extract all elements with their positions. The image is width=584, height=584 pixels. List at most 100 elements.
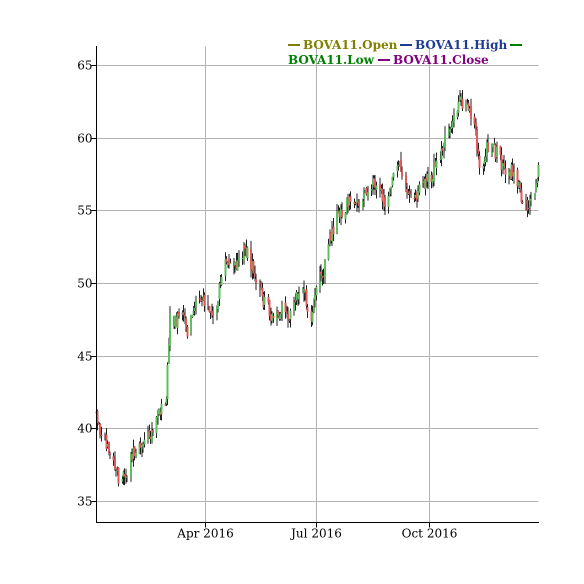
candle-48 — [176, 311, 179, 335]
candle-127 — [313, 298, 315, 314]
candle-body — [527, 208, 530, 210]
candle-252 — [527, 200, 530, 214]
candle-body — [500, 154, 503, 171]
candle-body — [397, 164, 400, 166]
candle-body — [332, 226, 335, 235]
candle-6 — [105, 427, 108, 452]
candle-251 — [526, 196, 529, 218]
candle-body — [372, 182, 374, 188]
candle-170 — [387, 191, 390, 214]
candle-164 — [375, 181, 378, 199]
candle-94 — [255, 273, 257, 291]
candle-body — [433, 162, 435, 182]
candle-5 — [104, 432, 106, 441]
candle-body — [392, 173, 395, 178]
candle-81 — [234, 261, 236, 273]
candle-181 — [406, 183, 408, 199]
candle-body — [387, 196, 390, 207]
candle-66 — [208, 305, 211, 313]
candle-body — [208, 306, 211, 313]
candle-body — [224, 259, 227, 276]
candle-body — [321, 276, 324, 279]
candle-body — [521, 201, 524, 204]
candle-44 — [169, 306, 171, 352]
candle-body — [135, 452, 137, 457]
candle-body — [430, 174, 433, 183]
candle-244 — [513, 163, 515, 184]
candle-body — [234, 262, 236, 266]
candle-254 — [530, 191, 532, 207]
candle-body — [400, 159, 402, 172]
candle-body — [225, 258, 228, 263]
candle-body — [192, 311, 195, 314]
candle-115 — [293, 296, 295, 316]
candle-178 — [400, 151, 402, 172]
y-tick-label-35: 35 — [77, 495, 92, 509]
gridlines — [96, 46, 539, 523]
candle-93 — [254, 265, 256, 282]
candle-11 — [114, 451, 116, 471]
candle-171 — [389, 187, 391, 197]
candle-250 — [525, 193, 527, 211]
x-tick-label-1: Jul 2016 — [289, 527, 342, 541]
candle-body — [526, 200, 529, 211]
candle-201 — [440, 140, 443, 167]
candle-101 — [268, 299, 271, 321]
candle-body — [123, 474, 126, 477]
candle-body — [468, 108, 471, 111]
candle-body — [152, 430, 154, 433]
candle-body — [441, 148, 444, 151]
candle-body — [391, 176, 394, 186]
legend-label-close: BOVA11.Close — [393, 53, 489, 67]
candle-body — [236, 260, 239, 271]
candle-body — [259, 280, 261, 291]
candle-219 — [470, 98, 472, 126]
candle-body — [139, 442, 142, 448]
candle-body — [130, 453, 132, 477]
candle-body — [496, 146, 498, 157]
candle-158 — [365, 186, 368, 196]
candle-133 — [322, 268, 325, 285]
candle-body — [185, 318, 187, 327]
candles — [95, 89, 540, 487]
candle-239 — [504, 160, 507, 184]
candle-body — [99, 423, 101, 436]
candle-body — [141, 445, 143, 450]
candle-body — [537, 164, 540, 177]
candle-71 — [217, 300, 219, 313]
candle-body — [157, 415, 159, 418]
candle-24 — [135, 448, 137, 459]
y-tick-label-45: 45 — [77, 350, 92, 364]
candle-117 — [295, 289, 298, 305]
candle-body — [473, 116, 476, 125]
candle-body — [174, 315, 176, 327]
candle-body — [250, 248, 252, 270]
candle-body — [414, 194, 417, 198]
candle-body — [142, 444, 144, 447]
legend-label-high: BOVA11.High — [415, 38, 507, 52]
candle-84 — [238, 250, 240, 267]
candle-122 — [304, 290, 306, 301]
candle-body — [168, 344, 170, 364]
candle-body — [324, 260, 326, 278]
candle-body — [190, 314, 192, 334]
candle-body — [279, 313, 282, 320]
candle-209 — [453, 108, 455, 128]
candle-body — [220, 276, 223, 286]
candle-body — [281, 304, 283, 314]
candle-body — [520, 189, 523, 203]
candle-body — [401, 171, 403, 177]
candle-body — [298, 293, 300, 300]
candle-140 — [336, 204, 338, 235]
candle-body — [503, 163, 505, 167]
candle-257 — [536, 177, 539, 188]
candle-body — [158, 409, 160, 415]
candle-113 — [288, 318, 291, 324]
candle-222 — [476, 126, 478, 157]
candle-119 — [298, 286, 300, 305]
candle-75 — [224, 252, 227, 282]
candle-body — [105, 434, 108, 449]
candle-body — [449, 130, 451, 132]
candle-19 — [126, 475, 128, 482]
candle-253 — [529, 194, 531, 215]
